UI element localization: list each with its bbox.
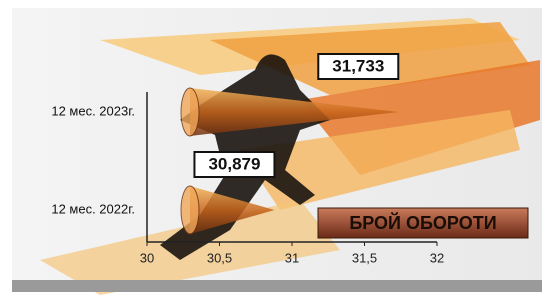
- chart-title: БРОЙ ОБОРОТИ: [349, 212, 496, 233]
- x-tick-label: 32: [430, 250, 444, 265]
- x-tick-label: 30: [140, 250, 154, 265]
- x-tick-label: 31,5: [352, 250, 377, 265]
- y-tick-label: 12 мес. 2022г.: [51, 201, 135, 216]
- cone-base: [181, 186, 199, 234]
- bottom-bar: [12, 280, 542, 292]
- value-label: 30,879: [208, 154, 260, 173]
- x-tick-label: 31: [285, 250, 299, 265]
- y-tick-label: 12 мес. 2023г.: [51, 103, 135, 118]
- x-tick-label: 30,5: [207, 250, 232, 265]
- cone-base: [181, 88, 199, 136]
- value-label: 31,733: [332, 56, 384, 75]
- chart: БРОЙ ОБОРОТИ 30 30,5 31 31,5 32 12 мес. 2022г…: [0, 0, 547, 295]
